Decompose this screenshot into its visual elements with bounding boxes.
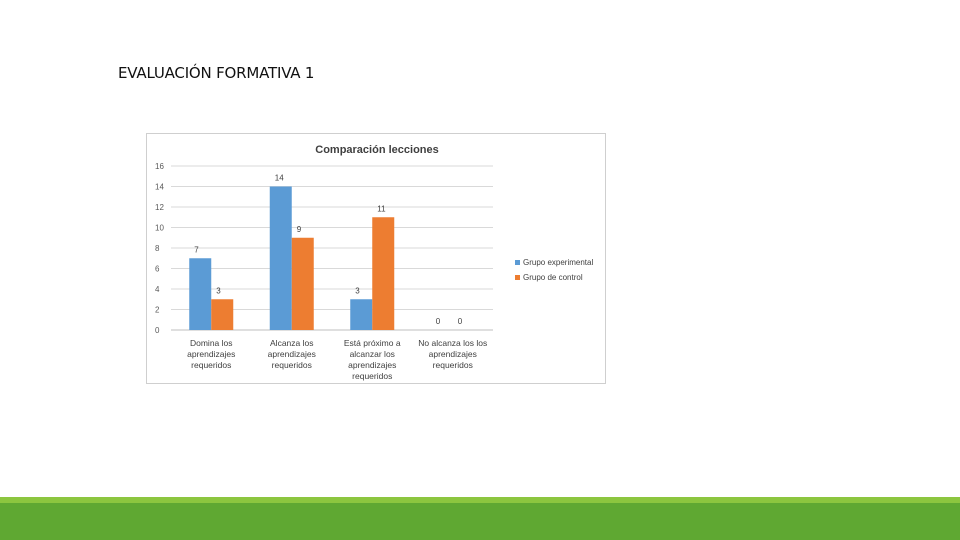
data-label: 9 — [297, 225, 302, 234]
data-label: 3 — [216, 286, 221, 295]
legend-swatch — [515, 275, 520, 280]
bar — [211, 299, 234, 330]
y-tick-label: 4 — [155, 285, 160, 294]
x-tick-label: aprendizajes — [348, 360, 396, 370]
x-tick-label: No alcanza los los — [418, 338, 487, 348]
x-tick-label: requeridos — [272, 360, 312, 370]
chart-title: Comparación lecciones — [315, 144, 439, 156]
x-tick-label: Está próximo a — [344, 338, 401, 348]
footer-band — [0, 503, 960, 540]
x-tick-label: aprendizajes — [187, 349, 235, 359]
chart-canvas: Comparación lecciones 0 2 4 6 8 10 12 14 16 7 14 3 0 3… — [155, 144, 593, 381]
y-tick-label: 8 — [155, 244, 160, 253]
y-tick-label: 12 — [155, 203, 164, 212]
legend-label: Grupo experimental — [523, 258, 593, 267]
bar — [269, 186, 292, 330]
y-tick-label: 6 — [155, 265, 160, 274]
data-label: 14 — [275, 174, 284, 183]
data-label: 0 — [436, 317, 441, 326]
y-tick-label: 16 — [155, 162, 164, 171]
data-label: 7 — [194, 245, 199, 254]
x-tick-label: Alcanza los — [270, 338, 313, 348]
y-tick-label: 2 — [155, 306, 160, 315]
bar — [372, 217, 395, 330]
y-tick-label: 10 — [155, 224, 164, 233]
slide-title: EVALUACIÓN FORMATIVA 1 — [118, 64, 315, 82]
footer-band-light — [0, 497, 960, 503]
x-tick-label: alcanzar los — [350, 349, 395, 359]
x-tick-label: aprendizajes — [268, 349, 316, 359]
data-label: 3 — [355, 286, 360, 295]
bar-chart: Comparación lecciones 0 2 4 6 8 10 12 14 16 7 14 3 0 3… — [146, 133, 606, 384]
data-label: 11 — [377, 204, 386, 213]
y-tick-label: 14 — [155, 183, 164, 192]
data-label: 0 — [458, 317, 463, 326]
bar — [350, 299, 373, 330]
bar — [189, 258, 212, 330]
x-tick-label: aprendizajes — [429, 349, 477, 359]
x-tick-label: requeridos — [191, 360, 231, 370]
x-tick-label: requeridos — [352, 371, 392, 381]
legend-label: Grupo de control — [523, 273, 583, 282]
legend-swatch — [515, 260, 520, 265]
y-tick-label: 0 — [155, 326, 160, 335]
bar — [291, 237, 314, 330]
x-tick-label: requeridos — [433, 360, 473, 370]
x-tick-label: Domina los — [190, 338, 233, 348]
